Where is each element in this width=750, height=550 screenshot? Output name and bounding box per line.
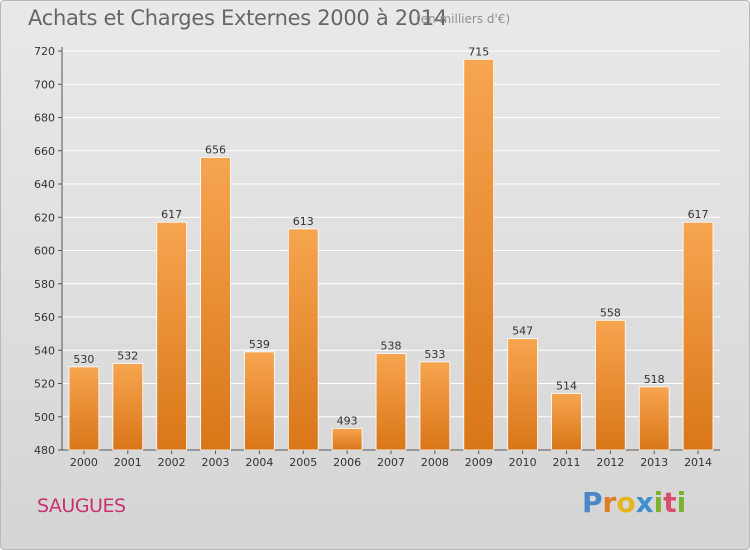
bar <box>595 319 626 451</box>
x-tick-label: 2006 <box>333 456 361 469</box>
bar <box>200 156 231 451</box>
bar <box>244 351 275 451</box>
bar <box>112 363 144 451</box>
logo-letter: P <box>582 486 603 519</box>
x-tick-label: 2004 <box>245 456 273 469</box>
data-label: 538 <box>381 340 402 353</box>
data-label: 617 <box>688 208 709 221</box>
x-tick-label: 2002 <box>158 456 186 469</box>
bar <box>68 366 100 451</box>
x-tick-label: 2000 <box>70 456 98 469</box>
data-label: 533 <box>424 348 445 361</box>
chart-subtitle: (en milliers d'€) <box>416 12 511 26</box>
bar <box>375 353 407 451</box>
bar <box>287 228 319 451</box>
y-tick-label: 540 <box>34 344 55 357</box>
bar <box>638 386 670 451</box>
logo-letter: x <box>635 486 654 519</box>
y-tick-label: 520 <box>34 378 55 391</box>
data-label: 613 <box>293 215 314 228</box>
y-tick-label: 640 <box>34 178 55 191</box>
y-tick-label: 480 <box>34 444 55 457</box>
x-tick-label: 2011 <box>552 456 580 469</box>
logo-letter: o <box>616 486 636 519</box>
y-tick-label: 560 <box>34 311 55 324</box>
commune-name: SAUGUES <box>37 495 126 517</box>
x-tick-label: 2013 <box>640 456 668 469</box>
x-tick-label: 2012 <box>596 456 624 469</box>
y-tick-label: 660 <box>34 145 55 158</box>
y-tick-label: 720 <box>34 45 55 58</box>
logo-letter: t <box>663 486 677 519</box>
x-tick-label: 2008 <box>421 456 449 469</box>
y-tick-label: 500 <box>34 411 55 424</box>
data-label: 656 <box>205 143 226 156</box>
bar <box>551 393 582 451</box>
data-label: 558 <box>600 306 621 319</box>
x-tick-label: 2003 <box>202 456 230 469</box>
y-tick-label: 580 <box>34 278 55 291</box>
data-label: 493 <box>337 414 358 427</box>
x-tick-label: 2007 <box>377 456 405 469</box>
x-tick-label: 2005 <box>289 456 317 469</box>
data-labels: 530 532 617 656 539 613 493 538 533 715 547 514 558 5… <box>73 45 708 427</box>
data-label: 530 <box>73 353 94 366</box>
logo-letter: r <box>602 486 617 519</box>
data-label: 617 <box>161 208 182 221</box>
data-label: 715 <box>468 45 489 58</box>
data-label: 539 <box>249 338 270 351</box>
y-tick-label: 600 <box>34 245 55 258</box>
x-tick-label: 2009 <box>465 456 493 469</box>
data-label: 514 <box>556 379 577 392</box>
proxiti-logo[interactable]: Proxiti <box>582 486 686 519</box>
x-tick-label: 2014 <box>684 456 712 469</box>
logo-letter: i <box>676 486 687 519</box>
bar <box>419 361 451 451</box>
bar <box>156 221 187 451</box>
chart-title: Achats et Charges Externes 2000 à 2014 <box>28 6 448 30</box>
y-tick-label: 620 <box>34 211 55 224</box>
bar <box>682 221 714 451</box>
x-tick-label: 2010 <box>509 456 537 469</box>
axes: 480 500 520 540 560 580 600 620 640 660 680 700 720 2… <box>34 45 720 469</box>
data-label: 547 <box>512 325 533 338</box>
x-tick-label: 2001 <box>114 456 142 469</box>
y-tick-label: 700 <box>34 78 55 91</box>
bars <box>68 58 714 451</box>
data-label: 518 <box>644 373 665 386</box>
y-tick-label: 680 <box>34 112 55 125</box>
bar <box>331 427 363 451</box>
bar <box>507 338 538 451</box>
logo-letter: i <box>653 486 664 519</box>
bar <box>463 58 495 451</box>
data-label: 532 <box>117 350 138 363</box>
